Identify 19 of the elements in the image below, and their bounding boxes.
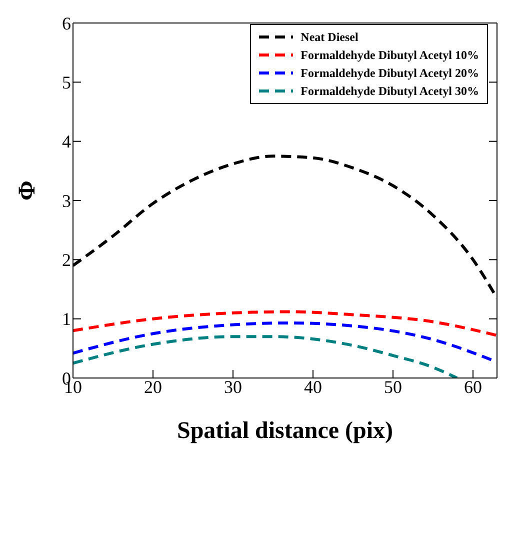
y-axis-title: Φ bbox=[14, 180, 41, 200]
legend-label: Neat Diesel bbox=[300, 30, 358, 44]
legend-label: Formaldehyde Dibutyl Acetyl 30% bbox=[300, 84, 479, 98]
x-tick-label: 20 bbox=[144, 376, 162, 397]
line-series bbox=[73, 310, 497, 337]
legend-label: Formaldehyde Dibutyl Acetyl 20% bbox=[300, 66, 479, 80]
y-tick-label: 6 bbox=[62, 13, 71, 34]
x-tick-label: 30 bbox=[224, 376, 242, 397]
y-tick-label: 1 bbox=[62, 309, 71, 330]
y-tick-label: 5 bbox=[62, 72, 71, 93]
x-axis-title: Spatial distance (pix) bbox=[176, 418, 394, 444]
x-tick-label: 40 bbox=[304, 376, 322, 397]
x-tick-label: 60 bbox=[464, 376, 482, 397]
y-tick-label: 3 bbox=[62, 190, 71, 211]
y-tick-label: 4 bbox=[62, 132, 71, 152]
line-series bbox=[73, 335, 458, 378]
legend-label: Formaldehyde Dibutyl Acetyl 10% bbox=[300, 48, 479, 62]
y-tick-label: 2 bbox=[62, 250, 71, 270]
x-tick-label: 50 bbox=[384, 376, 402, 397]
